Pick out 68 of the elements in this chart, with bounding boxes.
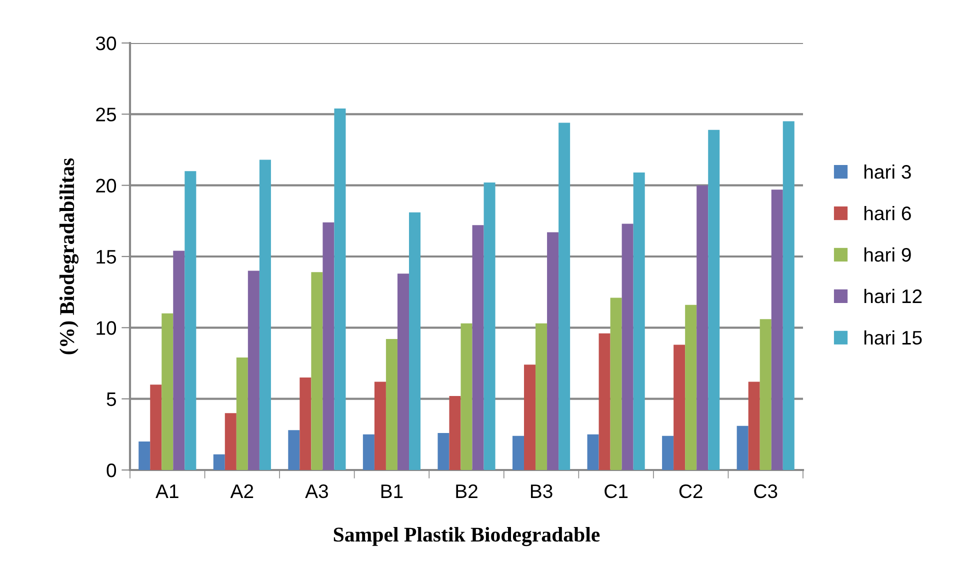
bar (674, 344, 686, 470)
y-axis-title: (%) Biodegradabilitas (59, 158, 79, 354)
bar (138, 442, 150, 470)
bar (259, 160, 271, 470)
bar (558, 122, 570, 470)
bar (150, 384, 162, 470)
bar (662, 436, 674, 470)
bar (449, 396, 461, 470)
bar (736, 426, 748, 470)
bar (311, 272, 323, 470)
x-tick-label: A2 (230, 484, 254, 498)
x-axis-title: Sampel Plastik Biodegradable (334, 527, 600, 546)
bar (162, 313, 174, 470)
x-tick-label: B1 (381, 484, 403, 498)
bar (587, 434, 599, 470)
legend-label: hari 9 (864, 247, 911, 262)
bar (224, 413, 236, 470)
bar (397, 274, 409, 470)
bar (334, 108, 346, 470)
bar (685, 304, 697, 470)
y-tick-label: 10 (96, 321, 116, 335)
bar (322, 222, 334, 470)
bar (633, 172, 645, 470)
bar (760, 319, 772, 470)
x-tick-label: C1 (604, 484, 628, 498)
bar (696, 185, 708, 470)
bar (173, 250, 185, 470)
bar (536, 323, 548, 470)
x-tick-label: A3 (305, 484, 328, 498)
bar (771, 190, 783, 470)
bar (362, 434, 374, 470)
bar (598, 333, 610, 470)
y-tick-label: 5 (106, 392, 116, 406)
bar (300, 377, 312, 470)
bar (748, 382, 760, 470)
legend-label: hari 3 (864, 164, 911, 179)
bar (547, 232, 559, 470)
legend-label: hari 12 (864, 288, 922, 304)
bar (484, 182, 496, 470)
y-tick-label: 15 (96, 250, 116, 264)
x-tick-label: C3 (754, 484, 778, 498)
bar (374, 382, 386, 470)
x-tick-label: C2 (679, 484, 702, 498)
y-tick-label: 30 (96, 36, 116, 50)
bar (610, 298, 622, 470)
bar (472, 225, 484, 470)
x-tick-label: A1 (156, 484, 178, 498)
x-tick-label: B2 (456, 484, 478, 498)
y-tick-label: 20 (96, 178, 116, 193)
bar (386, 339, 398, 470)
bar (213, 454, 225, 470)
y-tick-label: 25 (96, 108, 116, 122)
bar (708, 130, 720, 470)
bar (524, 364, 536, 470)
legend-label: hari 15 (864, 330, 922, 345)
x-tick-label: B3 (530, 484, 552, 498)
y-tick-label: 0 (106, 463, 116, 478)
bar (438, 432, 450, 470)
bar (184, 171, 196, 470)
bar (288, 430, 300, 470)
bar (622, 224, 634, 470)
bar (512, 436, 524, 470)
bar (782, 121, 794, 470)
legend-label: hari 6 (864, 206, 911, 220)
bar (460, 323, 472, 470)
bar (408, 212, 421, 470)
bar (236, 358, 248, 470)
bar (248, 270, 260, 470)
